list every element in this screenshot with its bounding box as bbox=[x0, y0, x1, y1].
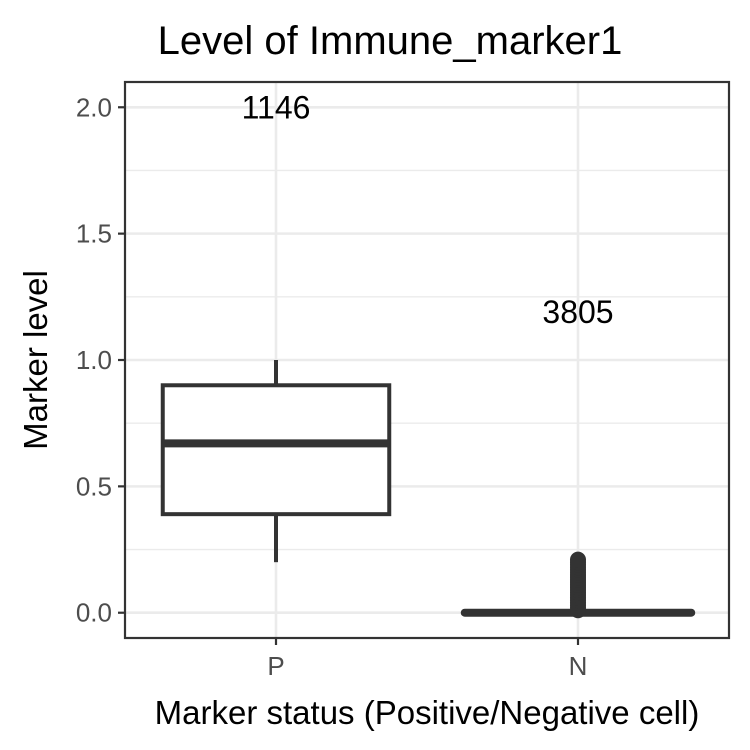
y-tick-label: 1.5 bbox=[76, 219, 112, 249]
axis-layer: 0.0 0.5 1.0 1.5 2.0 P N bbox=[76, 92, 588, 681]
chart-title: Level of Immune_marker1 bbox=[158, 19, 623, 63]
box-P: 1146 bbox=[160, 89, 392, 563]
y-tick-label: 0.0 bbox=[76, 598, 112, 628]
outlier-point bbox=[570, 551, 586, 568]
count-label-N: 3805 bbox=[542, 294, 613, 330]
x-tick-label: N bbox=[569, 651, 588, 681]
box-layer: 1146 3805 bbox=[160, 89, 696, 619]
y-axis-title: Marker level bbox=[17, 270, 54, 450]
count-label-P: 1146 bbox=[242, 89, 311, 125]
y-tick-label: 2.0 bbox=[76, 92, 112, 122]
y-tick-label: 0.5 bbox=[76, 471, 112, 501]
grid-layer bbox=[125, 82, 729, 638]
box-N: 3805 bbox=[460, 294, 696, 619]
x-tick-label: P bbox=[267, 651, 284, 681]
y-tick-label: 1.0 bbox=[76, 345, 112, 375]
x-axis-title: Marker status (Positive/Negative cell) bbox=[155, 694, 700, 731]
box-body bbox=[160, 383, 392, 517]
